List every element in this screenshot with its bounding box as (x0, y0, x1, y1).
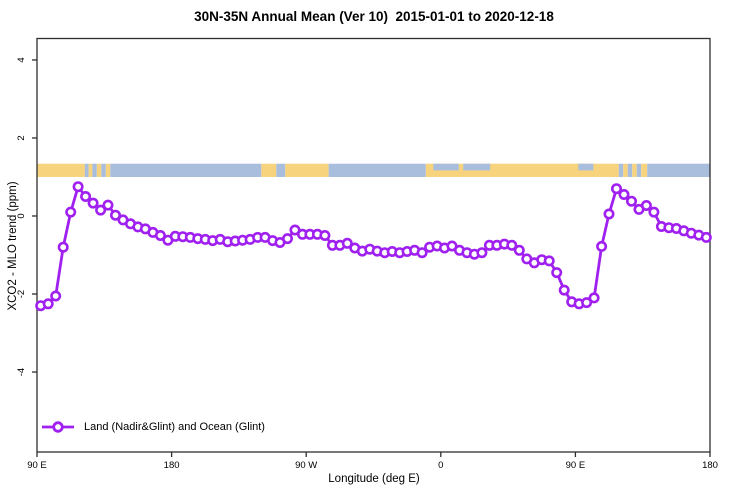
legend-label: Land (Nadir&Glint) and Ocean (Glint) (84, 421, 265, 433)
data-point-marker (57, 241, 69, 253)
x-axis-title: Longitude (deg E) (328, 473, 420, 485)
map-band-segment-ocean (328, 163, 426, 177)
y-tick-label: -4 (16, 368, 27, 376)
map-band-segment-ocean (84, 163, 89, 177)
map-band-segment-ocean (627, 163, 633, 177)
data-point-marker (319, 230, 331, 242)
data-point-marker (551, 267, 563, 279)
data-point-marker (618, 189, 630, 201)
map-band-segment-land (261, 163, 277, 177)
legend: Land (Nadir&Glint) and Ocean (Glint) (41, 419, 265, 435)
data-point-marker (110, 209, 122, 221)
map-band-segment-ocean (101, 163, 106, 177)
y-axis-title: XCO2 - MLO trend (ppm) (7, 181, 19, 311)
data-point-marker (543, 255, 555, 267)
map-band-segment-land (96, 163, 102, 177)
map-band-segment-land (641, 163, 648, 177)
data-point-marker (603, 208, 615, 220)
data-point-marker (65, 206, 77, 218)
y-tick-label: -2 (16, 290, 27, 298)
data-point-marker (640, 200, 652, 212)
data-point-marker (648, 206, 660, 218)
map-band-segment-ocean (276, 163, 286, 177)
map-band-segment-ocean (92, 163, 97, 177)
data-point-marker (154, 230, 166, 242)
map-band-segment-land (37, 163, 85, 177)
map-band-segment-ocean (636, 163, 642, 177)
map-band-notch-ocean (463, 163, 491, 171)
plot-box (36, 37, 711, 453)
legend-marker-icon (42, 421, 74, 433)
map-band-segment-land (105, 163, 111, 177)
data-point-marker (625, 195, 637, 207)
data-point-marker (513, 244, 525, 256)
y-tick-label: 2 (16, 135, 27, 140)
map-band-segment-land (623, 163, 628, 177)
x-tick-label: 180 (702, 460, 718, 471)
x-tick-label: 0 (438, 460, 443, 471)
map-band-segment-ocean (647, 163, 710, 177)
data-point-marker (700, 231, 712, 243)
data-point-marker (50, 290, 62, 302)
data-point-marker (506, 239, 518, 251)
map-band-notch-ocean (433, 163, 459, 171)
x-tick-label: 90 E (27, 460, 47, 471)
data-point-marker (72, 181, 84, 193)
data-point-marker (596, 240, 608, 252)
data-point-marker (102, 199, 114, 211)
data-point-marker (416, 247, 428, 259)
map-band-notch-ocean (578, 163, 594, 171)
data-point-marker (42, 298, 54, 310)
y-tick-label: 4 (16, 57, 27, 62)
data-point-marker (581, 297, 593, 309)
data-point-marker (476, 247, 488, 259)
map-band-segment-land (285, 163, 329, 177)
data-point-marker (558, 284, 570, 296)
map-band-segment-ocean (110, 163, 262, 177)
data-point-marker (610, 183, 622, 195)
x-tick-label: 90 E (566, 460, 586, 471)
y-tick-label: 0 (16, 213, 27, 218)
data-point-marker (87, 197, 99, 209)
map-band-segment-land (88, 163, 93, 177)
map-band-segment-land (632, 163, 637, 177)
data-point-marker (341, 237, 353, 249)
data-point-marker (588, 292, 600, 304)
data-point-marker (95, 204, 107, 216)
x-tick-label: 180 (164, 460, 180, 471)
x-tick-label: 90 W (295, 460, 317, 471)
data-point-marker (80, 191, 92, 203)
chart-title: 30N-35N Annual Mean (Ver 10) 2015-01-01 … (194, 9, 554, 24)
data-point-marker (281, 233, 293, 245)
map-band-segment-ocean (618, 163, 624, 177)
